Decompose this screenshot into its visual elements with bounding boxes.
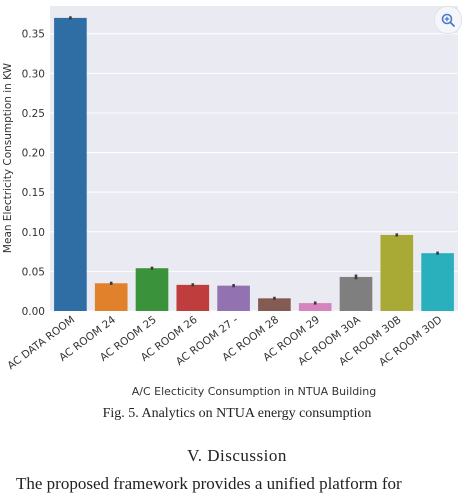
bar bbox=[298, 303, 332, 311]
figure-caption: Fig. 5. Analytics on NTUA energy consump… bbox=[102, 406, 372, 421]
y-tick-label: 0.25 bbox=[22, 108, 45, 120]
bar bbox=[258, 298, 291, 311]
y-tick-label: 0.35 bbox=[22, 29, 45, 41]
zoom-in-icon bbox=[441, 13, 455, 27]
x-axis-label: A/C Electicity Consumption in NTUA Build… bbox=[132, 385, 377, 398]
zoom-button[interactable] bbox=[434, 6, 462, 34]
y-tick-labels: 0.00 0.05 0.10 0.15 0.20 0.25 0.30 0.35 bbox=[22, 29, 45, 318]
y-tick-label: 0.20 bbox=[22, 148, 45, 160]
bar bbox=[217, 285, 250, 311]
section-heading: V. Discussion bbox=[187, 446, 287, 465]
bar bbox=[421, 253, 454, 311]
bar-chart: 0.00 0.05 0.10 0.15 0.20 0.25 0.30 0.35 AC DATA… bbox=[2, 6, 458, 398]
y-tick-label: 0.30 bbox=[22, 68, 45, 80]
x-tick-label: AC DATA ROOM bbox=[5, 314, 77, 372]
bar bbox=[339, 276, 373, 311]
bar bbox=[54, 17, 87, 311]
y-axis-label: Mean Electricity Consumption in KW bbox=[2, 62, 14, 253]
y-tick-label: 0.10 bbox=[22, 227, 45, 239]
bar bbox=[176, 284, 210, 311]
error-bars bbox=[69, 16, 439, 305]
bar bbox=[380, 234, 414, 311]
y-tick-label: 0.15 bbox=[22, 187, 45, 199]
bar bbox=[135, 268, 169, 311]
bar bbox=[94, 283, 128, 311]
y-tick-label: 0.00 bbox=[22, 306, 45, 318]
body-text: The proposed framework provides a unifie… bbox=[16, 474, 402, 493]
y-tick-label: 0.05 bbox=[22, 266, 45, 278]
bars bbox=[54, 17, 454, 311]
